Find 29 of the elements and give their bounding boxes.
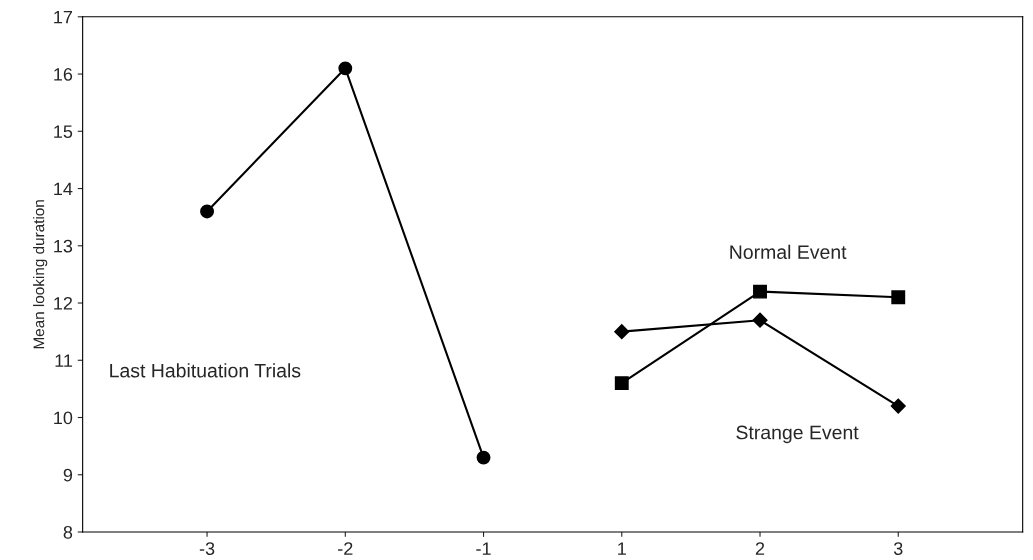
y-tick-label: 15 bbox=[54, 125, 73, 139]
y-tick-label: 16 bbox=[54, 67, 73, 81]
y-tick-label: 12 bbox=[54, 296, 73, 310]
x-tick-label: -1 bbox=[476, 542, 491, 555]
y-tick-label: 9 bbox=[63, 468, 73, 482]
y-tick-label: 13 bbox=[54, 239, 73, 253]
point bbox=[338, 61, 353, 76]
y-tick-label: 10 bbox=[54, 411, 73, 425]
y-tick-label: 17 bbox=[54, 10, 73, 24]
point bbox=[752, 312, 768, 328]
x-tick-label: -3 bbox=[199, 542, 215, 555]
y-tick-label: 11 bbox=[55, 354, 73, 367]
y-axis-title: Mean looking duration bbox=[33, 200, 48, 349]
point bbox=[476, 450, 491, 465]
point bbox=[614, 324, 630, 340]
annotation: Strange Event bbox=[736, 425, 859, 444]
point bbox=[200, 204, 215, 219]
point bbox=[753, 284, 767, 299]
annotation: Last Habituation Trials bbox=[110, 363, 301, 378]
point bbox=[891, 290, 906, 305]
y-tick-label: 14 bbox=[54, 182, 73, 196]
annotation: Normal Event bbox=[730, 244, 847, 260]
x-tick-label: 3 bbox=[893, 542, 903, 555]
point bbox=[614, 376, 629, 391]
x-tick-label: 1 bbox=[618, 542, 626, 555]
x-tick-label: -2 bbox=[338, 542, 353, 555]
y-tick-label: 8 bbox=[63, 525, 73, 539]
x-tick-label: 2 bbox=[755, 542, 765, 555]
point bbox=[890, 398, 906, 414]
